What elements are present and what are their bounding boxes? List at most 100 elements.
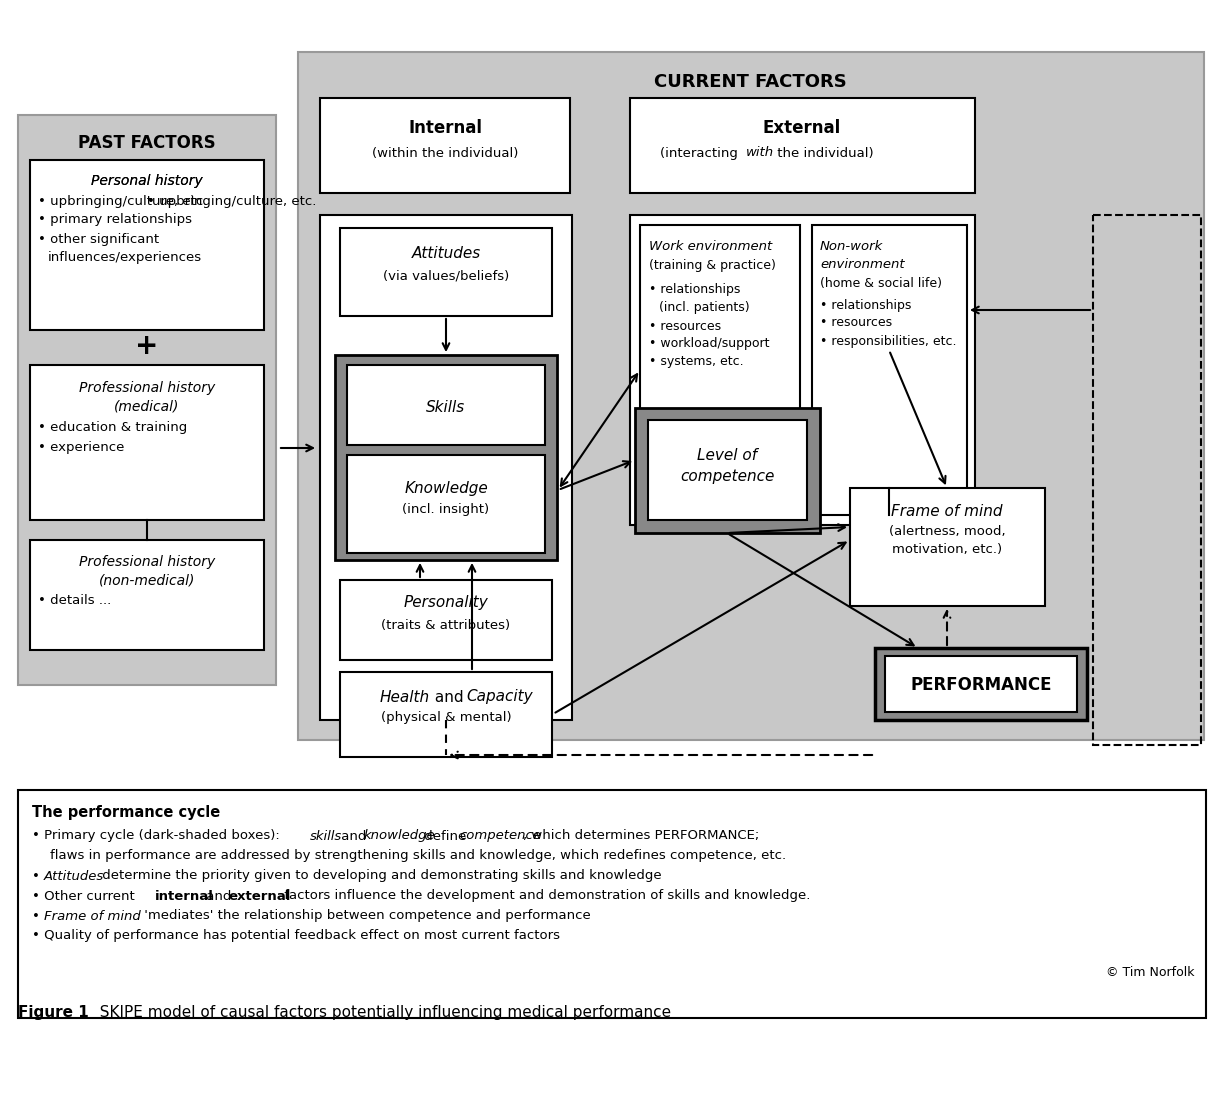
Bar [850, 488, 1045, 606]
Text: with: with [745, 146, 774, 160]
Text: Personality: Personality [403, 595, 488, 610]
Text: (physical & mental): (physical & mental) [381, 712, 511, 725]
Bar [320, 98, 570, 192]
Text: Personal history: Personal history [91, 174, 202, 188]
Text: Health: Health [380, 690, 430, 704]
Text: (training & practice): (training & practice) [649, 260, 776, 273]
Text: define: define [421, 829, 471, 843]
Bar [885, 656, 1076, 712]
Text: (traits & attributes): (traits & attributes) [381, 618, 510, 631]
Text: (via values/beliefs): (via values/beliefs) [383, 270, 509, 283]
Text: Capacity: Capacity [466, 690, 532, 704]
Text: Frame of mind: Frame of mind [44, 910, 141, 923]
Text: • workload/support: • workload/support [649, 338, 770, 351]
Bar [347, 365, 546, 446]
Text: •: • [32, 869, 44, 882]
Text: Professional history: Professional history [78, 381, 215, 395]
Text: , which determines PERFORMANCE;: , which determines PERFORMANCE; [524, 829, 759, 843]
Text: and: and [202, 890, 235, 902]
Text: competence: competence [459, 829, 541, 843]
Text: SKIPE model of causal factors potentially influencing medical performance: SKIPE model of causal factors potentiall… [89, 1004, 671, 1020]
Text: external: external [228, 890, 291, 902]
Text: External: External [763, 119, 841, 138]
Text: • other significant: • other significant [38, 232, 159, 245]
Text: • relationships: • relationships [649, 284, 741, 297]
Text: • responsibilities, etc.: • responsibilities, etc. [820, 334, 956, 348]
Text: Attitudes: Attitudes [44, 869, 104, 882]
Text: Level of: Level of [696, 448, 758, 462]
Text: Professional history: Professional history [78, 556, 215, 569]
Text: the individual): the individual) [774, 146, 874, 160]
Text: • primary relationships: • primary relationships [38, 213, 192, 227]
Bar [347, 455, 546, 553]
Text: influences/experiences: influences/experiences [48, 251, 202, 264]
Text: competence: competence [679, 470, 774, 484]
Bar [29, 365, 264, 520]
Text: Figure 1: Figure 1 [18, 1004, 88, 1020]
Text: (non-medical): (non-medical) [99, 573, 195, 587]
Text: • education & training: • education & training [38, 421, 188, 434]
Text: • resources: • resources [649, 319, 721, 332]
Text: • upbringing/culture, etc.: • upbringing/culture, etc. [147, 195, 316, 208]
Bar [18, 790, 1206, 1018]
Bar [340, 672, 552, 757]
Bar [298, 52, 1204, 740]
Text: (incl. patients): (incl. patients) [660, 301, 749, 315]
Text: 'mediates' the relationship between competence and performance: 'mediates' the relationship between comp… [140, 910, 591, 923]
Text: (incl. insight): (incl. insight) [402, 503, 489, 516]
Text: knowledge: knowledge [364, 829, 435, 843]
Text: • details ...: • details ... [38, 594, 112, 607]
Text: PERFORMANCE: PERFORMANCE [910, 676, 1052, 694]
Bar [635, 408, 820, 534]
Text: Non-work: Non-work [820, 241, 883, 253]
Text: skills: skills [310, 829, 342, 843]
Text: Frame of mind: Frame of mind [891, 504, 1003, 518]
Text: Attitudes: Attitudes [412, 246, 481, 262]
Text: +: + [135, 332, 158, 360]
Bar [335, 355, 557, 560]
Text: determine the priority given to developing and demonstrating skills and knowledg: determine the priority given to developi… [98, 869, 662, 882]
Text: flaws in performance are addressed by strengthening skills and knowledge, which : flaws in performance are addressed by st… [50, 849, 786, 862]
Bar [1094, 214, 1201, 745]
Bar [29, 540, 264, 650]
Text: • Other current: • Other current [32, 890, 139, 902]
Text: Knowledge: Knowledge [405, 481, 488, 495]
Bar [640, 226, 801, 515]
Bar [320, 214, 573, 720]
Bar [340, 580, 552, 660]
Text: and: and [430, 690, 468, 704]
Text: • systems, etc.: • systems, etc. [649, 355, 744, 368]
Text: • upbringing/culture, etc.: • upbringing/culture, etc. [38, 195, 207, 208]
Text: (home & social life): (home & social life) [820, 276, 942, 289]
Text: internal: internal [154, 890, 213, 902]
Bar [630, 214, 975, 525]
Text: factors influence the development and demonstration of skills and knowledge.: factors influence the development and de… [280, 890, 810, 902]
Bar [649, 420, 807, 520]
Text: •: • [32, 910, 44, 923]
Text: • relationships: • relationships [820, 298, 911, 311]
Bar [340, 228, 552, 316]
Text: PAST FACTORS: PAST FACTORS [78, 134, 216, 152]
Bar [29, 160, 264, 330]
Bar [875, 648, 1087, 720]
Text: motivation, etc.): motivation, etc.) [893, 543, 1002, 557]
Bar [18, 116, 276, 685]
Text: (within the individual): (within the individual) [371, 146, 519, 160]
Text: and: and [337, 829, 370, 843]
Text: The performance cycle: The performance cycle [32, 805, 221, 821]
Text: Skills: Skills [427, 400, 466, 416]
Text: (alertness, mood,: (alertness, mood, [889, 525, 1005, 538]
Text: • Quality of performance has potential feedback effect on most current factors: • Quality of performance has potential f… [32, 930, 560, 943]
Text: Personal history: Personal history [91, 174, 202, 188]
Text: (interacting: (interacting [660, 146, 742, 160]
Text: • Primary cycle (dark-shaded boxes):: • Primary cycle (dark-shaded boxes): [32, 829, 284, 843]
Text: CURRENT FACTORS: CURRENT FACTORS [653, 73, 846, 91]
Text: Work environment: Work environment [649, 241, 772, 253]
Text: (medical): (medical) [114, 399, 180, 412]
Text: Internal: Internal [408, 119, 482, 138]
Bar [630, 98, 975, 192]
Text: environment: environment [820, 258, 905, 272]
Bar [812, 226, 967, 515]
Text: © Tim Norfolk: © Tim Norfolk [1107, 967, 1195, 979]
Text: • resources: • resources [820, 317, 893, 330]
